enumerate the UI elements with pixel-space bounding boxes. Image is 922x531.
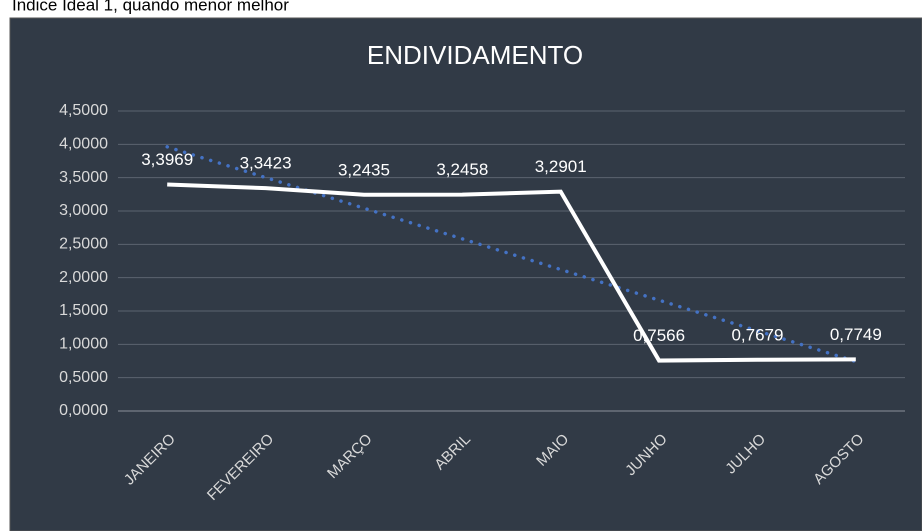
y-tick-label: 0,5000: [59, 369, 108, 386]
chart-area: [9, 17, 922, 531]
trendline: [165, 145, 858, 364]
y-tick-label: 1,0000: [59, 336, 108, 353]
data-label: 3,2458: [436, 160, 488, 179]
note-text: Índice Ideal 1, quando menor melhor: [12, 0, 289, 14]
y-tick-label: 2,5000: [59, 236, 108, 253]
y-tick-label: 4,5000: [59, 102, 108, 119]
data-label: 3,2901: [535, 157, 587, 176]
data-label: 0,7749: [830, 325, 882, 344]
chart-title: ENDIVIDAMENTO: [367, 40, 583, 70]
y-tick-label: 0,0000: [59, 402, 108, 419]
data-label: 3,3969: [141, 150, 193, 169]
data-label: 3,3423: [240, 154, 292, 173]
data-label: 3,2435: [338, 160, 390, 179]
data-label: 0,7566: [633, 326, 685, 345]
y-tick-label: 3,5000: [59, 169, 108, 186]
y-tick-label: 2,0000: [59, 269, 108, 286]
data-line: [167, 182, 856, 363]
y-tick-label: 4,0000: [59, 136, 108, 153]
y-tick-label: 1,5000: [59, 302, 108, 319]
data-label: 0,7679: [731, 325, 783, 344]
y-tick-label: 3,0000: [59, 202, 108, 219]
